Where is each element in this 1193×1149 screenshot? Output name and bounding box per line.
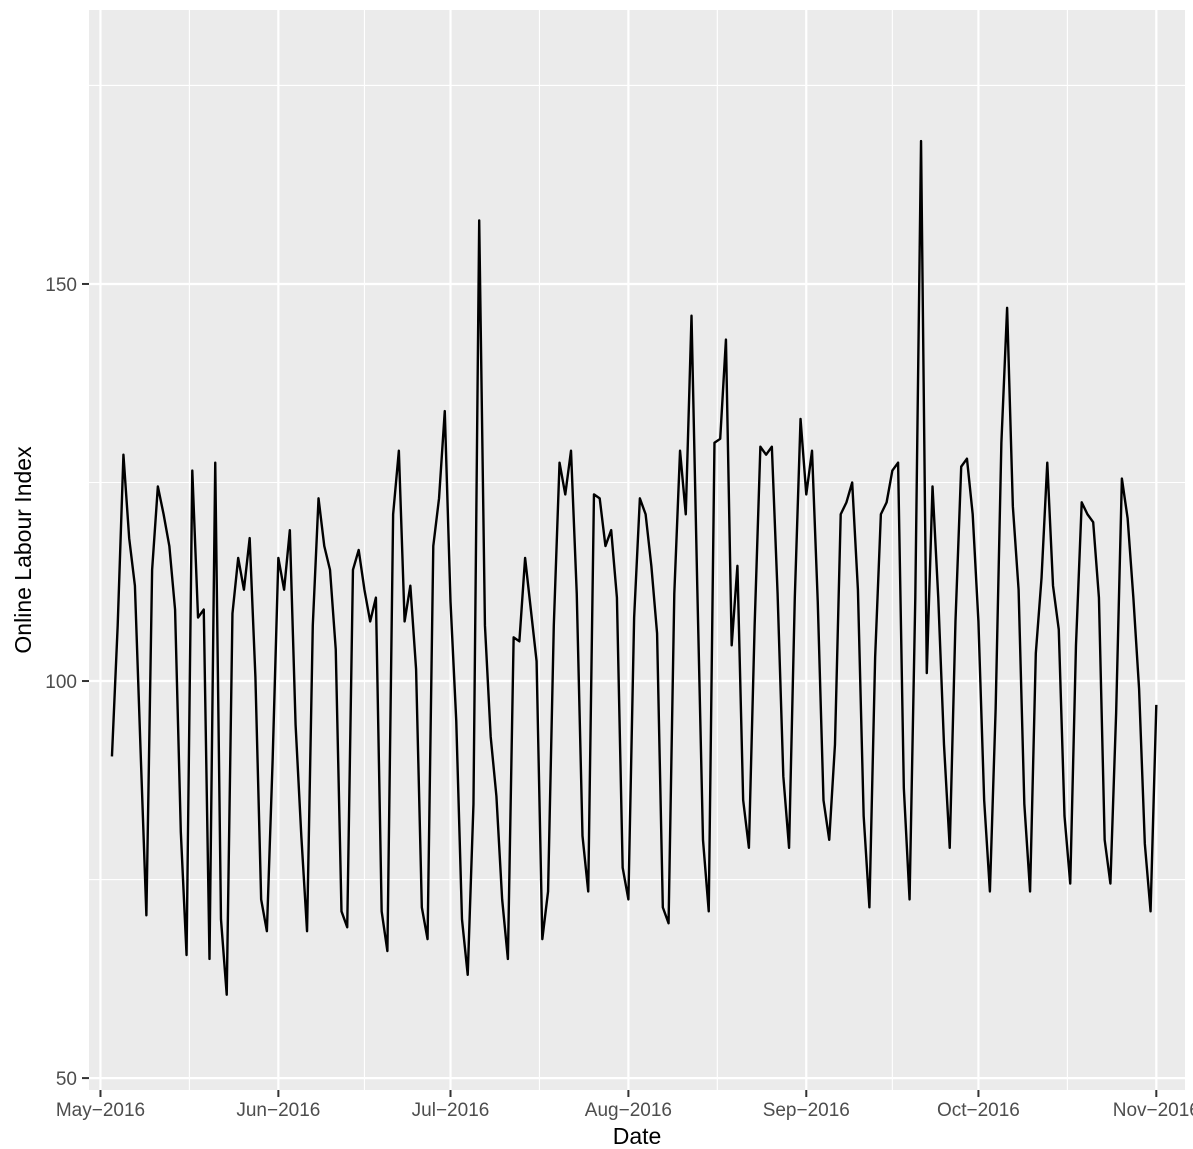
series-line xyxy=(110,139,1158,996)
x-tick-label: May−2016 xyxy=(56,1100,145,1121)
x-tick-label: Aug−2016 xyxy=(585,1100,672,1121)
x-tick-label: Jul−2016 xyxy=(412,1100,490,1121)
x-tick-label: Oct−2016 xyxy=(937,1100,1020,1121)
y-axis: 50 100 150 xyxy=(45,275,89,1090)
x-axis: May−2016 Jun−2016 Jul−2016 Aug−2016 Sep−2016… xyxy=(56,1090,1193,1121)
x-axis-title: Date xyxy=(613,1123,662,1149)
x-tick-label: Jun−2016 xyxy=(236,1100,320,1121)
y-tick-label: 100 xyxy=(45,672,77,693)
y-tick-label: 50 xyxy=(56,1069,77,1090)
y-tick-label: 150 xyxy=(45,275,77,296)
x-tick-label: Nov−2016 xyxy=(1113,1100,1193,1121)
y-axis-title: Online Labour Index xyxy=(10,446,36,654)
minor-gridlines xyxy=(89,10,1185,1090)
x-tick-label: Sep−2016 xyxy=(763,1100,850,1121)
major-gridlines xyxy=(89,10,1185,1090)
